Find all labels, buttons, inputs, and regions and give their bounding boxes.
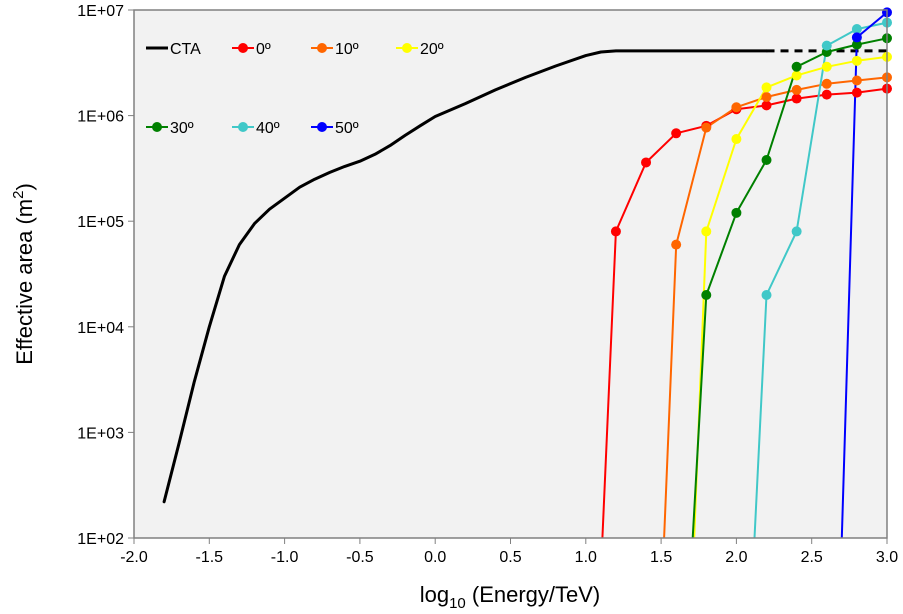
y-tick-label: 1E+06: [77, 109, 124, 126]
legend-swatch-marker-20deg: [402, 43, 412, 53]
data-point-0deg: [611, 226, 621, 236]
data-point-30deg: [792, 62, 802, 72]
x-axis-title: log10 (Energy/TeV): [420, 582, 601, 612]
data-point-0deg: [671, 128, 681, 138]
data-point-40deg: [762, 290, 772, 300]
x-tick-label: 3.0: [876, 549, 898, 566]
plot-area-background: [134, 10, 887, 538]
legend-swatch-marker-50deg: [317, 122, 327, 132]
legend-label-cta: CTA: [170, 41, 201, 58]
x-tick-label: 0.5: [499, 549, 521, 566]
x-tick-label: 0.0: [424, 549, 446, 566]
data-point-10deg: [701, 123, 711, 133]
x-axis-title-main: log: [420, 582, 449, 607]
legend-label-0deg: 0º: [256, 41, 271, 58]
data-point-10deg: [852, 75, 862, 85]
x-tick-label: 1.0: [575, 549, 597, 566]
y-axis-title: Effective area (m2): [10, 183, 37, 365]
data-point-30deg: [701, 290, 711, 300]
legend-label-30deg: 30º: [170, 120, 194, 137]
y-tick-label: 1E+04: [77, 320, 124, 337]
data-point-10deg: [762, 92, 772, 102]
data-point-10deg: [792, 85, 802, 95]
legend-label-50deg: 50º: [335, 120, 359, 137]
data-point-10deg: [671, 240, 681, 250]
data-point-30deg: [731, 208, 741, 218]
legend-label-20deg: 20º: [420, 41, 444, 58]
data-point-0deg: [852, 88, 862, 98]
data-point-20deg: [731, 134, 741, 144]
data-point-10deg: [731, 102, 741, 112]
data-point-20deg: [762, 82, 772, 92]
y-axis-title-rest: ): [12, 183, 37, 190]
x-tick-label: 2.0: [725, 549, 747, 566]
y-axis-title-main: Effective area (m: [12, 199, 37, 365]
legend-label-10deg: 10º: [335, 41, 359, 58]
data-point-0deg: [792, 94, 802, 104]
data-point-30deg: [762, 155, 772, 165]
x-tick-label: -1.0: [271, 549, 299, 566]
x-tick-label: -0.5: [346, 549, 374, 566]
x-axis-title-rest: (Energy/TeV): [466, 582, 601, 607]
data-point-0deg: [822, 90, 832, 100]
data-point-50deg: [852, 32, 862, 42]
x-tick-label: -2.0: [120, 549, 148, 566]
legend-label-40deg: 40º: [256, 120, 280, 137]
legend-swatch-marker-30deg: [152, 122, 162, 132]
legend-swatch-marker-0deg: [238, 43, 248, 53]
y-tick-label: 1E+05: [77, 214, 124, 231]
y-tick-label: 1E+03: [77, 425, 124, 442]
y-axis-title-superscript: 2: [10, 191, 27, 199]
data-point-20deg: [852, 56, 862, 66]
x-tick-label: 1.5: [650, 549, 672, 566]
data-point-20deg: [822, 62, 832, 72]
data-point-10deg: [822, 79, 832, 89]
legend-swatch-marker-10deg: [317, 43, 327, 53]
data-point-0deg: [641, 157, 651, 167]
y-tick-label: 1E+07: [77, 3, 124, 20]
y-tick-label: 1E+02: [77, 531, 124, 548]
data-point-40deg: [822, 41, 832, 51]
data-point-20deg: [701, 226, 711, 236]
legend-swatch-marker-40deg: [238, 122, 248, 132]
data-point-40deg: [792, 226, 802, 236]
x-axis-title-subscript: 10: [449, 595, 466, 612]
x-tick-label: -1.5: [196, 549, 224, 566]
x-tick-label: 2.5: [801, 549, 823, 566]
data-point-20deg: [792, 70, 802, 80]
